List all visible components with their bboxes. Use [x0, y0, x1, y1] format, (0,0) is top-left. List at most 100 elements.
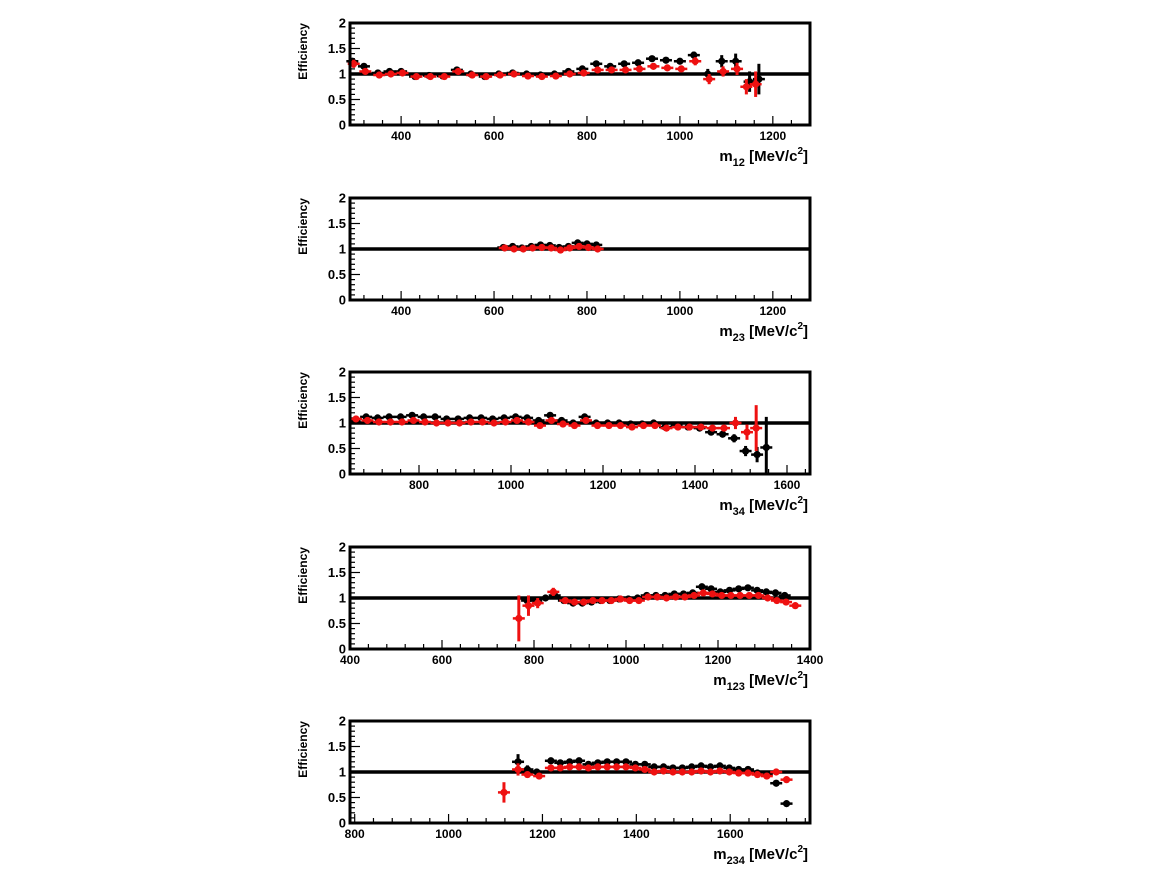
- data-point: [744, 584, 752, 592]
- y-tick-label: 1.5: [328, 41, 346, 56]
- data-point: [524, 418, 533, 426]
- data-point: [782, 598, 790, 606]
- data-point: [549, 588, 557, 596]
- data-point: [566, 244, 574, 252]
- data-point: [662, 56, 670, 64]
- x-axis-title-unit: [MeV/c: [745, 148, 798, 165]
- data-point: [716, 762, 724, 770]
- data-point: [676, 57, 684, 65]
- data-point: [685, 423, 694, 431]
- data-point: [547, 416, 556, 425]
- data-point: [736, 591, 744, 600]
- data-point: [719, 67, 727, 76]
- x-axis-title-unit: [MeV/c: [745, 497, 798, 514]
- y-axis-title: Efficiency: [296, 23, 310, 80]
- data-point: [641, 760, 649, 768]
- data-point: [639, 421, 648, 430]
- y-tick-label: 2: [339, 191, 346, 206]
- data-point: [584, 243, 592, 252]
- series-red: [349, 405, 763, 452]
- data-point: [510, 245, 518, 253]
- x-tick-label: 1000: [667, 304, 694, 318]
- x-tick-label: 800: [345, 827, 365, 841]
- x-tick-label: 1600: [717, 827, 744, 841]
- y-tick-label: 0.5: [328, 267, 346, 282]
- data-point: [718, 591, 726, 600]
- data-point: [467, 418, 475, 426]
- x-tick-label: 1200: [759, 129, 786, 143]
- data-point: [524, 602, 533, 610]
- data-point: [782, 776, 791, 784]
- data-point: [603, 758, 611, 766]
- data-point: [688, 768, 696, 776]
- x-tick-label: 1000: [667, 129, 694, 143]
- x-axis-title: m12 [MeV/c2]: [719, 146, 808, 169]
- series-red: [498, 242, 604, 254]
- data-point: [584, 764, 593, 772]
- data-point: [616, 421, 625, 430]
- data-point: [454, 67, 462, 76]
- x-axis-title-unit: [MeV/c: [745, 323, 798, 340]
- x-axis-title-subscript: 12: [733, 157, 745, 169]
- data-point: [772, 768, 780, 776]
- y-axis-title: Efficiency: [296, 198, 310, 255]
- data-point: [690, 591, 698, 600]
- x-axis-title-close: ]: [803, 497, 808, 514]
- data-point: [634, 59, 642, 67]
- data-point: [421, 418, 429, 426]
- x-axis-title-superscript: 2: [797, 146, 803, 157]
- data-point: [730, 434, 738, 442]
- x-tick-label: 1200: [590, 478, 617, 492]
- data-point: [547, 757, 555, 765]
- data-point: [641, 765, 649, 774]
- data-point: [782, 800, 791, 808]
- data-point: [482, 72, 490, 81]
- x-tick-label: 1200: [705, 653, 732, 667]
- data-point: [594, 763, 602, 771]
- data-point: [752, 424, 760, 432]
- y-tick-label: 1: [339, 242, 346, 257]
- data-point: [598, 596, 606, 605]
- panel-4: 0 0.5 1 1.5 2 400 600 800 1000 1200 1400 Efficiency…: [296, 540, 824, 694]
- data-point: [350, 60, 358, 68]
- data-point: [582, 416, 590, 425]
- plot-frame: [348, 196, 812, 302]
- data-point: [626, 596, 634, 605]
- y-tick-label: 0.5: [328, 616, 346, 631]
- data-point: [727, 591, 735, 600]
- y-axis-title: Efficiency: [296, 372, 310, 429]
- data-point: [650, 763, 658, 771]
- data-point: [791, 602, 799, 610]
- x-axis-title-superscript: 2: [797, 321, 803, 332]
- data-point: [426, 72, 434, 81]
- data-point: [515, 614, 523, 623]
- data-point: [580, 69, 588, 77]
- data-point: [547, 764, 555, 772]
- data-point: [594, 66, 602, 74]
- series-red: [512, 587, 802, 642]
- data-point: [444, 419, 452, 427]
- data-point: [514, 765, 522, 774]
- panel-3: 0 0.5 1 1.5 2 800 1000 1200 1400 1600 Efficiency m3…: [296, 365, 812, 518]
- data-point: [468, 71, 476, 79]
- data-point: [719, 430, 727, 438]
- data-point: [708, 590, 717, 598]
- data-point: [754, 591, 763, 600]
- data-point: [743, 428, 751, 436]
- data-point: [735, 585, 743, 593]
- x-axis-title-close: ]: [803, 148, 808, 165]
- x-tick-label: 1200: [759, 304, 786, 318]
- data-point: [762, 443, 770, 452]
- data-point: [621, 66, 630, 74]
- data-point: [535, 772, 543, 780]
- data-point: [594, 245, 602, 253]
- x-axis-title: m123 [MeV/c2]: [713, 670, 808, 693]
- data-point: [556, 764, 564, 772]
- data-point: [744, 769, 752, 777]
- x-tick-label: 800: [524, 653, 544, 667]
- y-tick-label: 0.5: [328, 92, 346, 107]
- x-tick-label: 1600: [774, 478, 801, 492]
- data-point: [561, 596, 569, 605]
